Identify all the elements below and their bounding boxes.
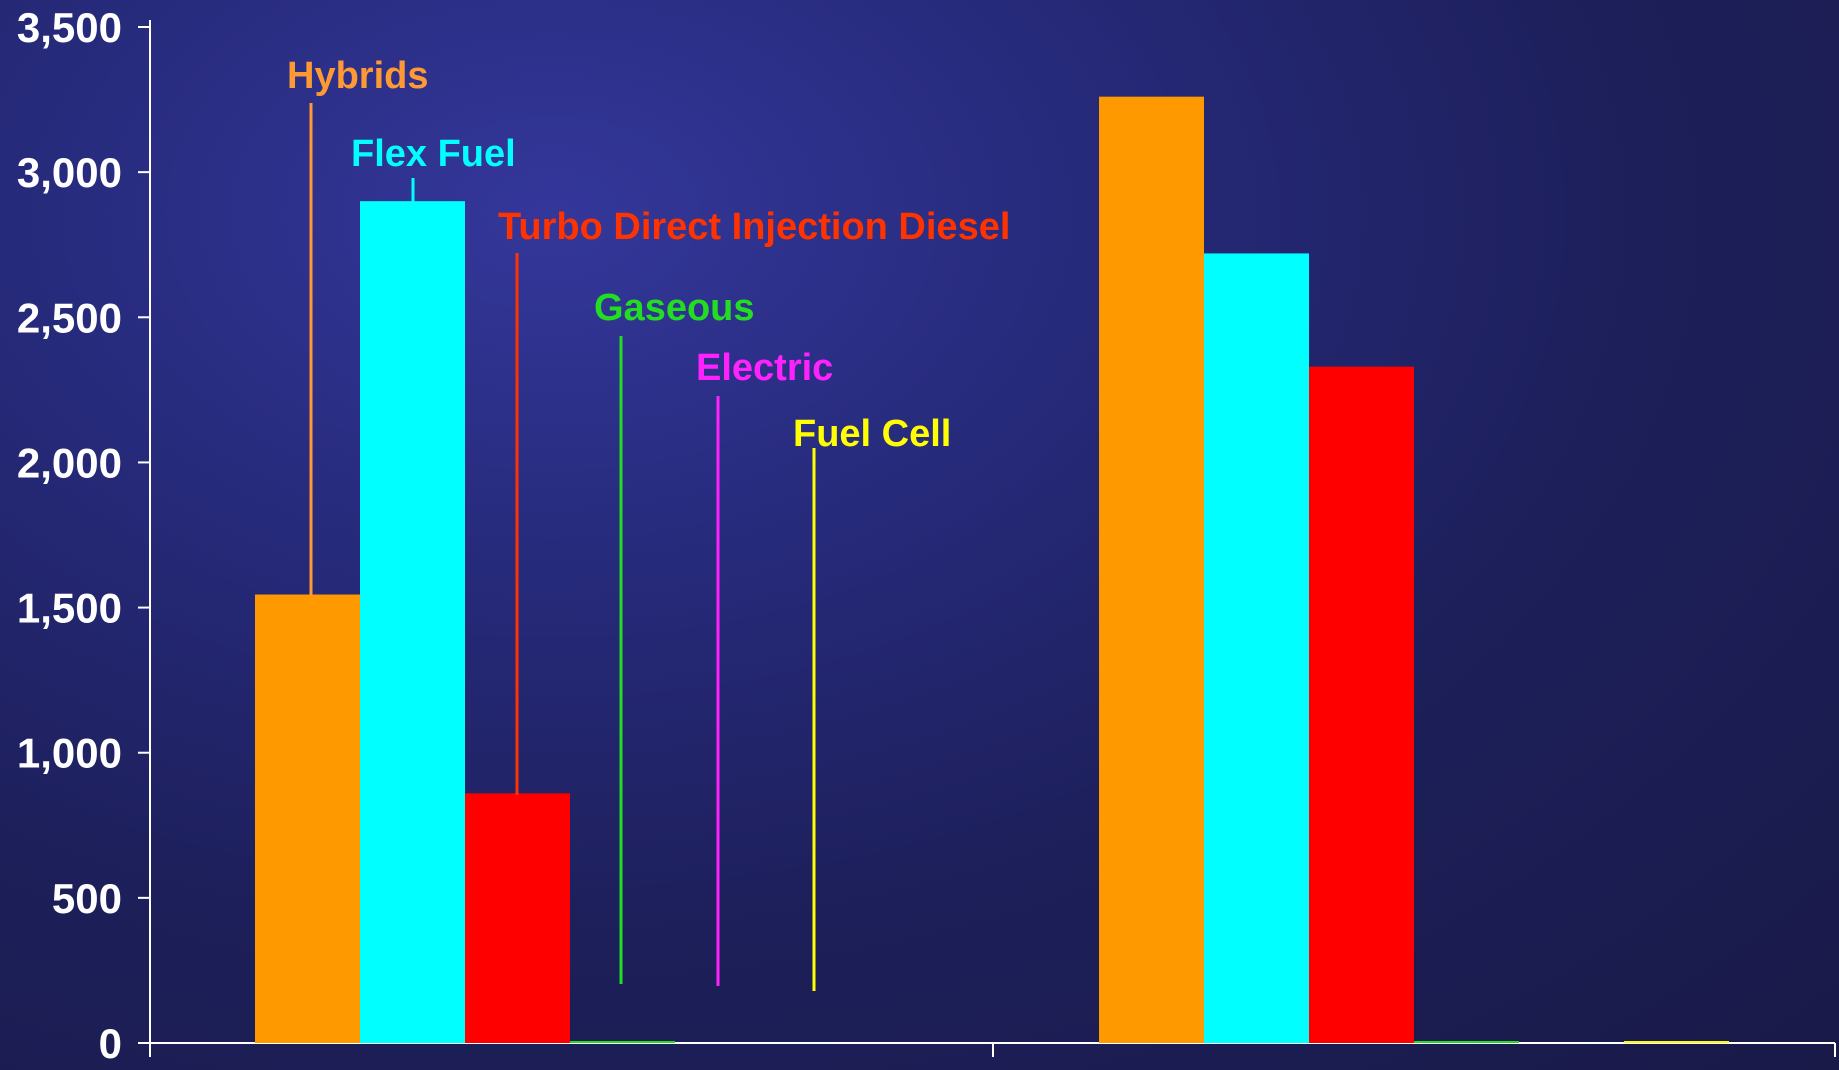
series-label-flex-fuel: Flex Fuel [351, 133, 516, 175]
bar-flex-fuel [1204, 253, 1309, 1043]
series-label-fuel-cell: Fuel Cell [793, 413, 951, 455]
series-label-gaseous: Gaseous [594, 287, 755, 329]
bar-turbo-direct-injection-diesel [465, 793, 570, 1043]
bar-turbo-direct-injection-diesel [1309, 366, 1414, 1043]
y-tick-label: 3,000 [17, 149, 122, 196]
y-tick-label: 3,500 [17, 4, 122, 51]
bar-hybrids [255, 594, 360, 1043]
y-tick-label: 500 [52, 875, 122, 922]
bar-gaseous [570, 1041, 675, 1043]
bar-fuel-cell [1624, 1041, 1729, 1043]
series-callouts: Hybrids Flex Fuel Turbo Direct Injection D… [287, 55, 1010, 991]
y-tick-label: 2,000 [17, 439, 122, 486]
series-label-hybrids: Hybrids [287, 55, 428, 97]
y-tick-label: 2,500 [17, 294, 122, 341]
y-tick-label: 1,000 [17, 730, 122, 777]
bar-gaseous [1414, 1041, 1519, 1043]
bar-hybrids [1099, 96, 1204, 1043]
series-label-electric: Electric [696, 347, 833, 389]
bars [255, 96, 1729, 1043]
y-tick-label: 0 [99, 1020, 122, 1067]
series-label-turbo-direct-injection-diesel: Turbo Direct Injection Diesel [498, 206, 1010, 248]
y-tick-label: 1,500 [17, 585, 122, 632]
bar-flex-fuel [360, 201, 465, 1043]
axes: 0 500 1,000 1,500 2,000 2,500 3,000 3,500 [17, 4, 1836, 1067]
